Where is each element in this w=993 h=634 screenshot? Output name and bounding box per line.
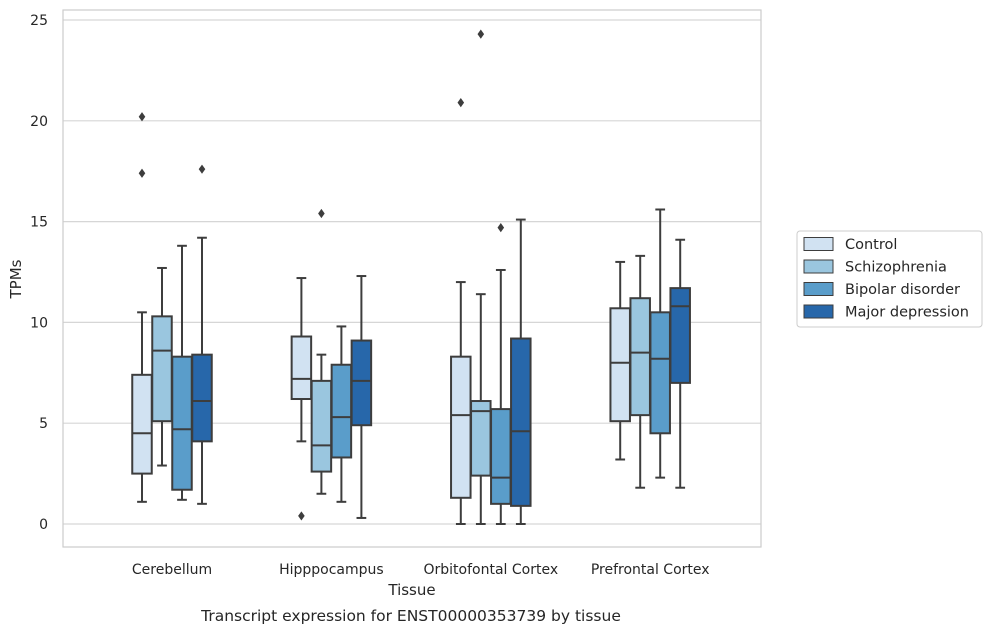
y-tick-label: 20 [30,114,48,130]
y-tick-label: 10 [30,315,48,331]
box-iqr [470,400,492,477]
chart-caption: Transcript expression for ENST0000035373… [200,607,621,625]
box-iqr [609,307,631,423]
box-bipolar-disorder [171,244,193,501]
box-iqr [310,379,333,473]
box-control [450,98,472,525]
legend-label: Bipolar disorder [845,282,960,298]
box-control [131,112,153,503]
y-tick-label: 5 [39,416,48,432]
box-iqr [669,287,691,384]
box-iqr [350,339,373,427]
outlier-point [497,223,505,233]
plot-area-frame [62,9,762,548]
box-control [609,260,631,461]
outlier-point [138,112,146,122]
legend-swatch [803,282,834,296]
x-tick-labels: Cerebellum Hipppocampus Orbitofontal Corte… [132,562,710,578]
box-series [131,29,691,525]
box-iqr [649,311,671,435]
x-tick-label: Hipppocampus [279,562,384,578]
box-bipolar-disorder [330,325,353,503]
legend: Control Schizophrenia Bipolar disorder Majo… [796,230,983,328]
box-iqr [151,315,173,423]
legend-frame [796,230,983,328]
box-iqr [290,335,313,401]
box-iqr [171,355,193,491]
box-major-depression [510,218,532,525]
x-tick-label: Prefrontal Cortex [591,562,710,578]
outlier-point [138,168,146,178]
legend-swatch [803,237,834,251]
box-iqr [490,408,512,505]
box-iqr [629,297,651,417]
box-iqr [330,363,353,459]
box-iqr [510,337,532,507]
outlier-point [198,164,206,174]
box-control [290,277,313,521]
y-tick-label: 25 [30,13,48,29]
box-bipolar-disorder [490,223,512,525]
legend-swatch [803,259,834,274]
box-iqr [131,373,153,475]
legend-label: Major depression [845,305,969,321]
box-schizophrenia [629,254,651,489]
box-major-depression [350,275,373,519]
x-tick-label: Cerebellum [132,562,212,578]
outlier-point [457,98,465,108]
box-schizophrenia [470,29,492,525]
grid-lines [63,19,761,525]
y-tick-labels: 0 5 10 15 20 25 [30,13,48,533]
box-bipolar-disorder [649,208,671,479]
y-axis-label: TPMs [7,259,25,299]
x-axis-label: Tissue [387,581,435,599]
legend-label: Control [845,237,897,253]
box-major-depression [191,164,213,505]
y-tick-label: 15 [30,215,48,231]
legend-label: Schizophrenia [845,260,947,276]
box-schizophrenia [151,266,173,467]
box-iqr [450,355,472,499]
outlier-point [298,511,305,521]
outlier-point [318,208,325,219]
box-major-depression [669,238,691,489]
y-tick-label: 0 [39,517,48,533]
x-tick-label: Orbitofontal Cortex [423,562,558,578]
box-schizophrenia [310,208,333,495]
box-iqr [191,353,213,443]
outlier-point [477,29,485,39]
legend-swatch [803,304,834,319]
